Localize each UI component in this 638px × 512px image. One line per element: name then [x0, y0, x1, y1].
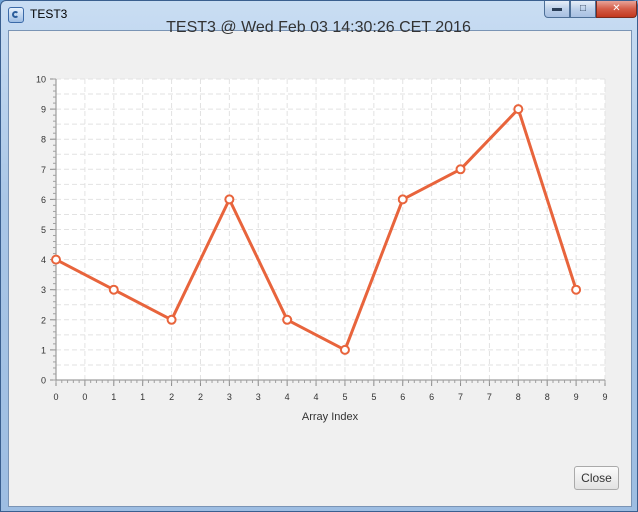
x-tick-label: 4 [285, 392, 290, 402]
x-tick-label: 5 [342, 392, 347, 402]
y-tick-label: 5 [41, 225, 46, 235]
y-tick-label: 1 [41, 345, 46, 355]
chart-title: TEST3 @ Wed Feb 03 14:30:26 CET 2016 [166, 19, 471, 36]
y-tick-label: 2 [41, 315, 46, 325]
data-point [513, 104, 524, 115]
x-tick-label: 1 [111, 392, 116, 402]
data-point [108, 284, 119, 295]
close-icon: ✕ [612, 3, 621, 14]
minimize-icon: ▬ [552, 3, 562, 14]
x-tick-label: 0 [53, 392, 58, 402]
y-tick-label: 9 [41, 105, 46, 115]
x-tick-label: 3 [227, 392, 232, 402]
data-point [224, 194, 235, 205]
x-tick-label: 4 [314, 392, 319, 402]
y-tick-label: 3 [41, 285, 46, 295]
x-tick-label: 0 [82, 392, 87, 402]
x-tick-label: 9 [574, 392, 579, 402]
x-tick-label: 8 [516, 392, 521, 402]
data-point [339, 344, 350, 355]
title-bar[interactable]: TEST3 ▬ □ ✕ [1, 1, 637, 29]
window-title: TEST3 [30, 7, 68, 21]
close-button[interactable]: Close [574, 466, 619, 490]
x-tick-label: 2 [198, 392, 203, 402]
x-tick-label: 8 [545, 392, 550, 402]
x-tick-label: 9 [602, 392, 607, 402]
x-tick-label: 5 [371, 392, 376, 402]
x-tick-label: 1 [140, 392, 145, 402]
maximize-icon: □ [579, 3, 587, 14]
x-axis-label: Array Index [301, 411, 359, 423]
data-point [571, 284, 582, 295]
y-tick-label: 7 [41, 165, 46, 175]
y-tick-label: 4 [41, 255, 46, 265]
x-tick-label: 6 [400, 392, 405, 402]
y-tick-label: 0 [41, 376, 46, 386]
x-tick-label: 2 [169, 392, 174, 402]
data-point [455, 164, 466, 175]
x-tick-label: 7 [487, 392, 492, 402]
y-tick-label: 6 [41, 195, 46, 205]
minimize-button[interactable]: ▬ [544, 1, 570, 18]
maximize-button[interactable]: □ [570, 1, 596, 18]
data-point [51, 254, 61, 265]
y-tick-label: 10 [36, 75, 46, 85]
data-point [397, 194, 408, 205]
java-app-icon[interactable] [8, 7, 24, 23]
x-tick-label: 6 [429, 392, 434, 402]
data-point [282, 314, 293, 325]
data-point [166, 314, 177, 325]
window-close-button[interactable]: ✕ [596, 1, 637, 18]
y-tick-label: 8 [41, 135, 46, 145]
x-tick-label: 7 [458, 392, 463, 402]
series-line [55, 107, 578, 352]
x-tick-label: 3 [256, 392, 261, 402]
